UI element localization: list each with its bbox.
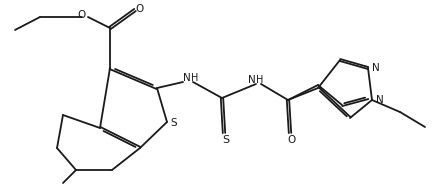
- Text: O: O: [78, 10, 86, 20]
- Text: S: S: [222, 135, 229, 145]
- Text: O: O: [287, 135, 296, 145]
- Text: N: N: [371, 63, 379, 73]
- Text: N: N: [247, 75, 255, 85]
- Text: N: N: [375, 95, 383, 105]
- Text: H: H: [256, 75, 263, 85]
- Text: S: S: [170, 118, 177, 128]
- Text: N: N: [183, 73, 191, 83]
- Text: H: H: [191, 73, 198, 83]
- Text: O: O: [135, 4, 143, 14]
